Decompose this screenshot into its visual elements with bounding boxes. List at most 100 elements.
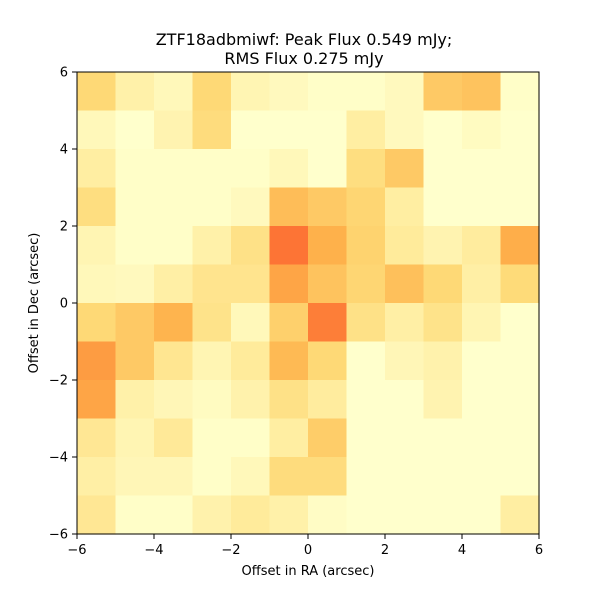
y-axis-label: Offset in Dec (arcsec) bbox=[27, 233, 42, 374]
heatmap-cell bbox=[192, 187, 232, 227]
heatmap-cell bbox=[500, 495, 540, 535]
heatmap-cell bbox=[154, 341, 194, 381]
heatmap-cell bbox=[192, 303, 232, 343]
heatmap-cell bbox=[77, 110, 117, 150]
heatmap-cell bbox=[308, 303, 348, 343]
heatmap-cell bbox=[154, 380, 194, 420]
heatmap-cells bbox=[77, 72, 540, 535]
heatmap-cell bbox=[346, 495, 386, 535]
heatmap-cell bbox=[269, 72, 309, 112]
heatmap-cell bbox=[500, 149, 540, 189]
heatmap-cell bbox=[154, 110, 194, 150]
heatmap-cell bbox=[462, 380, 502, 420]
heatmap-cell bbox=[462, 341, 502, 381]
x-axis-label: Offset in RA (arcsec) bbox=[242, 564, 375, 579]
heatmap-cell bbox=[462, 149, 502, 189]
heatmap-cell bbox=[423, 303, 463, 343]
x-tick-label: −4 bbox=[144, 543, 163, 558]
x-tick-label: 6 bbox=[535, 543, 543, 558]
x-tick-label: 0 bbox=[304, 543, 312, 558]
heatmap-cell bbox=[77, 380, 117, 420]
heatmap-cell bbox=[231, 418, 271, 458]
heatmap-cell bbox=[231, 303, 271, 343]
x-tick-label: 2 bbox=[381, 543, 389, 558]
heatmap-cell bbox=[423, 495, 463, 535]
heatmap-cell bbox=[269, 341, 309, 381]
chart-title-line-2: RMS Flux 0.275 mJy bbox=[224, 49, 383, 68]
heatmap-cell bbox=[385, 380, 425, 420]
heatmap-cell bbox=[77, 341, 117, 381]
x-tick-label: −6 bbox=[67, 543, 86, 558]
heatmap-cell bbox=[500, 187, 540, 227]
heatmap-cell bbox=[423, 341, 463, 381]
heatmap-cell bbox=[385, 457, 425, 497]
heatmap-cell bbox=[115, 187, 155, 227]
heatmap-cell bbox=[269, 418, 309, 458]
heatmap-cell bbox=[115, 495, 155, 535]
heatmap-cell bbox=[346, 303, 386, 343]
heatmap-cell bbox=[308, 457, 348, 497]
heatmap-cell bbox=[346, 380, 386, 420]
heatmap-cell bbox=[346, 187, 386, 227]
heatmap-cell bbox=[231, 457, 271, 497]
heatmap-cell bbox=[269, 149, 309, 189]
heatmap-cell bbox=[269, 495, 309, 535]
heatmap-cell bbox=[385, 495, 425, 535]
x-tick-label: 4 bbox=[458, 543, 466, 558]
heatmap-cell bbox=[423, 264, 463, 304]
heatmap-cell bbox=[462, 303, 502, 343]
heatmap-cell bbox=[231, 110, 271, 150]
heatmap-cell bbox=[115, 418, 155, 458]
heatmap-cell bbox=[500, 72, 540, 112]
heatmap-cell bbox=[115, 110, 155, 150]
heatmap-cell bbox=[346, 457, 386, 497]
y-tick-label: −6 bbox=[49, 528, 68, 543]
heatmap-cell bbox=[423, 226, 463, 266]
heatmap-cell bbox=[385, 149, 425, 189]
heatmap-cell bbox=[385, 187, 425, 227]
heatmap-cell bbox=[385, 418, 425, 458]
y-tick-label: 2 bbox=[60, 220, 68, 235]
heatmap-cell bbox=[423, 457, 463, 497]
y-axis-ticks: −6 −4 −2 0 2 4 6 bbox=[49, 66, 77, 543]
heatmap-cell bbox=[462, 495, 502, 535]
heatmap-cell bbox=[462, 226, 502, 266]
heatmap-cell bbox=[115, 457, 155, 497]
y-tick-label: 6 bbox=[60, 66, 68, 81]
heatmap-cell bbox=[423, 380, 463, 420]
heatmap-cell bbox=[462, 187, 502, 227]
heatmap-cell bbox=[346, 110, 386, 150]
heatmap-cell bbox=[231, 264, 271, 304]
chart-title-line-1: ZTF18adbmiwf: Peak Flux 0.549 mJy; bbox=[156, 30, 453, 49]
heatmap-cell bbox=[77, 418, 117, 458]
heatmap-cell bbox=[500, 264, 540, 304]
heatmap-cell bbox=[192, 341, 232, 381]
heatmap-cell bbox=[192, 149, 232, 189]
heatmap-cell bbox=[115, 341, 155, 381]
heatmap-cell bbox=[308, 72, 348, 112]
heatmap-cell bbox=[231, 187, 271, 227]
heatmap-cell bbox=[115, 303, 155, 343]
heatmap-cell bbox=[154, 72, 194, 112]
heatmap-cell bbox=[308, 149, 348, 189]
heatmap-cell bbox=[423, 110, 463, 150]
heatmap-cell bbox=[192, 380, 232, 420]
x-axis-ticks: −6 −4 −2 0 2 4 6 bbox=[67, 534, 543, 558]
y-tick-label: 4 bbox=[60, 143, 68, 158]
heatmap-cell bbox=[269, 110, 309, 150]
heatmap-cell bbox=[77, 187, 117, 227]
heatmap-cell bbox=[231, 495, 271, 535]
heatmap-cell bbox=[423, 72, 463, 112]
heatmap-cell bbox=[308, 226, 348, 266]
heatmap-cell bbox=[115, 264, 155, 304]
heatmap-cell bbox=[115, 149, 155, 189]
heatmap-cell bbox=[346, 72, 386, 112]
heatmap-cell bbox=[231, 380, 271, 420]
heatmap-cell bbox=[269, 264, 309, 304]
heatmap-cell bbox=[77, 226, 117, 266]
y-tick-label: 0 bbox=[60, 297, 68, 312]
heatmap-cell bbox=[192, 110, 232, 150]
heatmap-cell bbox=[308, 495, 348, 535]
heatmap-cell bbox=[269, 226, 309, 266]
x-tick-label: −2 bbox=[221, 543, 240, 558]
